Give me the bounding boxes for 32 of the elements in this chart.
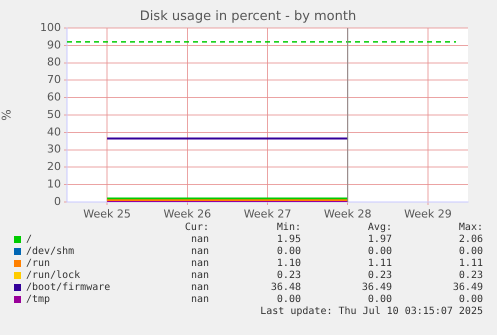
x-tick-label: Week 26 <box>163 207 212 220</box>
text: nan 0.00 0.00 0.00 <box>190 294 483 305</box>
x-tick-label: Week 29 <box>404 207 452 220</box>
legend-label: /run/lock <box>26 270 80 282</box>
y-tick-label: 20 <box>47 160 61 174</box>
text: Cur: Min: Avg: Max: <box>184 222 483 233</box>
legend-label: /dev/shm <box>26 246 74 258</box>
y-tick-label: 70 <box>47 73 61 86</box>
y-axis-title: % <box>0 109 14 121</box>
y-tick-label: 60 <box>47 90 61 104</box>
y-tick-label: 100 <box>40 20 61 34</box>
legend-label: /boot/firmware <box>26 282 110 294</box>
y-tick-label: 50 <box>47 108 61 121</box>
chart-title: Disk usage in percent - by month <box>140 9 356 24</box>
legend-label: /run <box>26 258 50 270</box>
text: nan 1.95 1.97 2.06 <box>190 234 483 245</box>
legend-label: /tmp <box>26 294 50 306</box>
text: nan 1.10 1.11 1.11 <box>190 258 483 269</box>
text: Last update: Thu Jul 10 03:15:07 2025 <box>260 306 483 318</box>
legend-label: / <box>26 234 32 246</box>
x-tick-label: Week 25 <box>83 207 131 220</box>
y-tick-label: 30 <box>47 142 61 156</box>
y-tick-label: 0 <box>54 194 61 208</box>
x-tick-label: Week 28 <box>324 207 372 220</box>
text: nan 0.23 0.23 0.23 <box>190 270 483 281</box>
y-tick-label: 80 <box>47 56 61 69</box>
y-tick-label: 10 <box>47 177 61 190</box>
text: nan 0.00 0.00 0.00 <box>190 246 483 257</box>
x-tick-label: Week 27 <box>244 207 292 220</box>
y-tick-label: 40 <box>47 125 61 138</box>
text: nan 36.48 36.49 36.49 <box>190 282 483 293</box>
y-tick-label: 90 <box>47 38 61 52</box>
